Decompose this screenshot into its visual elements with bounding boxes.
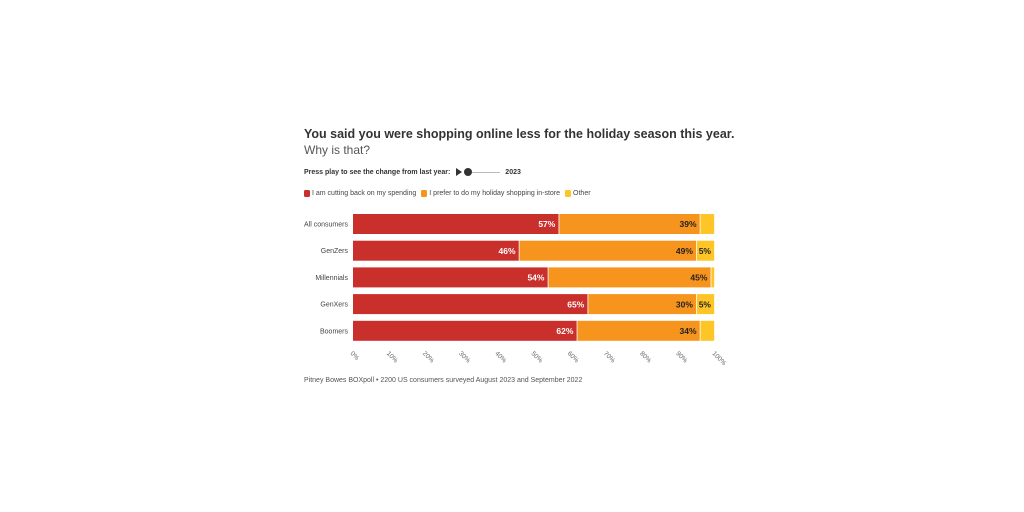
data-label-genzers-series-1: 46% xyxy=(499,246,516,256)
play-icon[interactable] xyxy=(456,168,463,176)
data-label-all-consumers-series-2: 39% xyxy=(680,219,697,229)
bar-all-consumers-series-1[interactable] xyxy=(353,214,559,234)
bar-all-consumers-series-3[interactable] xyxy=(700,214,715,234)
data-label-genxers-series-3: 5% xyxy=(699,299,712,309)
x-tick-label: 50% xyxy=(530,350,544,364)
chart-header: You said you were shopping online less f… xyxy=(304,126,735,197)
bar-boomers-series-2[interactable] xyxy=(577,320,700,341)
stacked-bar-chart: All consumers 57% 39% GenZers 46% 49% 5% Millen… xyxy=(304,214,728,367)
legend-swatch-spending xyxy=(304,190,310,197)
bar-genzers-series-2[interactable] xyxy=(519,240,697,261)
x-tick-label: 80% xyxy=(638,350,652,364)
data-label-millennials-series-1: 54% xyxy=(527,273,544,283)
bar-genxers-series-3[interactable] xyxy=(696,294,715,315)
bar-genzers-series-1[interactable] xyxy=(353,240,519,261)
data-label-all-consumers-series-1: 57% xyxy=(538,219,555,229)
category-label-genxers: GenXers xyxy=(320,302,348,309)
category-label-genzers: GenZers xyxy=(321,248,349,255)
play-label: Press play to see the change from last y… xyxy=(304,168,451,176)
bar-all-consumers-series-2[interactable] xyxy=(559,214,700,234)
bar-millennials-series-1[interactable] xyxy=(353,267,548,288)
data-label-genxers-series-1: 65% xyxy=(567,299,584,309)
legend-item-other[interactable]: Other xyxy=(565,190,591,197)
x-tick-label: 40% xyxy=(493,350,507,364)
chart-subtitle: Why is that? xyxy=(304,143,371,157)
x-tick-label: 100% xyxy=(711,350,728,367)
x-tick-label: 90% xyxy=(674,350,688,364)
slider-handle[interactable] xyxy=(464,168,473,176)
category-label-boomers: Boomers xyxy=(320,328,349,335)
data-label-genzers-series-3: 5% xyxy=(699,246,712,256)
data-label-boomers-series-2: 34% xyxy=(680,326,697,336)
year-label: 2023 xyxy=(505,168,521,176)
year-slider[interactable] xyxy=(464,168,501,176)
bar-genxers-series-2[interactable] xyxy=(588,294,697,315)
play-controls: Press play to see the change from last y… xyxy=(304,166,521,178)
x-tick-label: 30% xyxy=(457,350,471,364)
legend-label-other: Other xyxy=(573,190,591,197)
x-tick-label: 60% xyxy=(566,350,580,364)
bar-millennials-series-2[interactable] xyxy=(548,267,711,288)
data-label-genzers-series-2: 49% xyxy=(676,246,693,256)
bar-millennials-series-3[interactable] xyxy=(711,267,715,288)
data-label-millennials-series-2: 45% xyxy=(690,273,707,283)
legend-label-spending: I am cutting back on my spending xyxy=(312,190,417,197)
bar-boomers-series-3[interactable] xyxy=(700,320,715,341)
x-tick-label: 10% xyxy=(385,350,399,364)
category-label-all-consumers: All consumers xyxy=(304,222,348,229)
x-tick-label: 20% xyxy=(421,350,435,364)
legend: I am cutting back on my spending I prefe… xyxy=(304,190,596,197)
legend-label-instore: I prefer to do my holiday shopping in-st… xyxy=(429,190,561,197)
bar-genxers-series-1[interactable] xyxy=(353,294,588,315)
bar-genzers-series-3[interactable] xyxy=(696,240,715,261)
category-label-millennials: Millennials xyxy=(315,275,348,282)
x-tick-label: 70% xyxy=(602,350,616,364)
data-label-genxers-series-2: 30% xyxy=(676,299,693,309)
legend-swatch-other xyxy=(565,190,572,197)
data-label-boomers-series-1: 62% xyxy=(556,326,573,336)
source-footnote: Pitney Bowes BOXpoll • 2200 US consumers… xyxy=(304,377,583,384)
legend-swatch-instore xyxy=(421,190,428,197)
bar-boomers-series-1[interactable] xyxy=(353,320,577,341)
legend-item-instore[interactable]: I prefer to do my holiday shopping in-st… xyxy=(421,190,560,197)
chart-title: You said you were shopping online less f… xyxy=(304,127,735,141)
x-tick-label: 0% xyxy=(349,350,361,362)
legend-item-spending[interactable]: I am cutting back on my spending xyxy=(304,190,416,197)
